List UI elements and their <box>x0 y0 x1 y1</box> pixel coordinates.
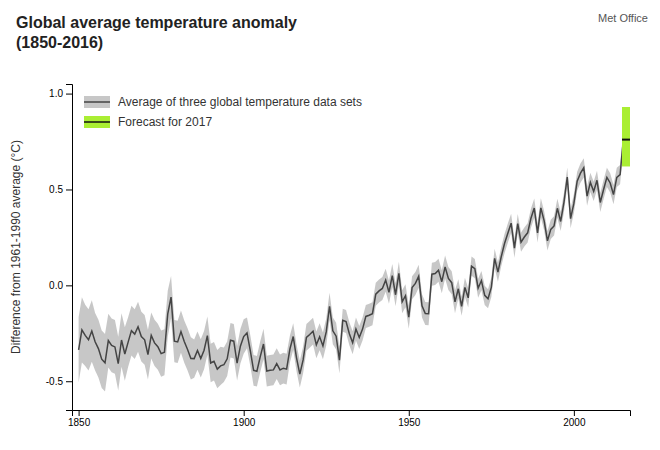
tick-mark <box>409 410 410 416</box>
annotation: Met Office <box>598 12 648 24</box>
y-axis-title: Difference from 1961-1990 average (°C) <box>9 140 23 354</box>
uncertainty-band <box>79 108 627 392</box>
axis-line <box>73 411 631 417</box>
tick: 1900 <box>233 410 256 428</box>
title: Global average temperature anomaly(1850-… <box>16 14 297 51</box>
axis-line <box>66 85 73 411</box>
tick-mark <box>66 381 72 382</box>
legend-item: Average of three global temperature data… <box>84 95 362 109</box>
tick-mark <box>66 94 72 95</box>
legend-swatch <box>84 116 110 128</box>
forecast-range <box>622 107 630 166</box>
legend-swatch-line <box>84 101 110 103</box>
legend-label: Forecast for 2017 <box>118 115 212 129</box>
tick-label: 1950 <box>398 417 421 428</box>
tick-label: 1.0 <box>49 88 63 99</box>
marks <box>79 107 630 392</box>
legend-swatch-line <box>84 121 110 123</box>
tick-label: 1900 <box>233 417 256 428</box>
tick-label: 1850 <box>68 417 91 428</box>
line <box>79 117 627 374</box>
legend-item: Forecast for 2017 <box>84 115 212 129</box>
tick: 0.0 <box>49 280 72 291</box>
tick-label: 2000 <box>563 417 586 428</box>
tick: 1850 <box>68 410 91 428</box>
legend: Average of three global temperature data… <box>84 95 362 129</box>
tick-label: 0.0 <box>49 280 63 291</box>
legend-swatch <box>84 96 110 108</box>
tick-mark <box>66 189 72 190</box>
tick-label: 0.5 <box>49 184 63 195</box>
y-axis: -0.5 0.0 0.5 1.0 <box>46 85 73 411</box>
forecast-mid <box>622 139 630 141</box>
tick: 1.0 <box>49 88 72 99</box>
tick: 2000 <box>563 410 586 428</box>
tick-mark <box>244 410 245 416</box>
tick: 0.5 <box>49 184 72 195</box>
tick-mark <box>79 410 80 416</box>
tick: -0.5 <box>46 376 72 387</box>
tick: 1950 <box>398 410 421 428</box>
tick-mark <box>574 410 575 416</box>
x-axis: 1850 1900 1950 2000 <box>68 410 631 428</box>
tick-mark <box>66 285 72 286</box>
legend-label: Average of three global temperature data… <box>118 95 362 109</box>
chart: Global average temperature anomaly(1850-… <box>0 0 660 450</box>
plot-area: 1850 1900 1950 2000 -0.5 0.0 0.5 1.0 Average of … <box>46 85 631 429</box>
tick-label: -0.5 <box>46 376 64 387</box>
